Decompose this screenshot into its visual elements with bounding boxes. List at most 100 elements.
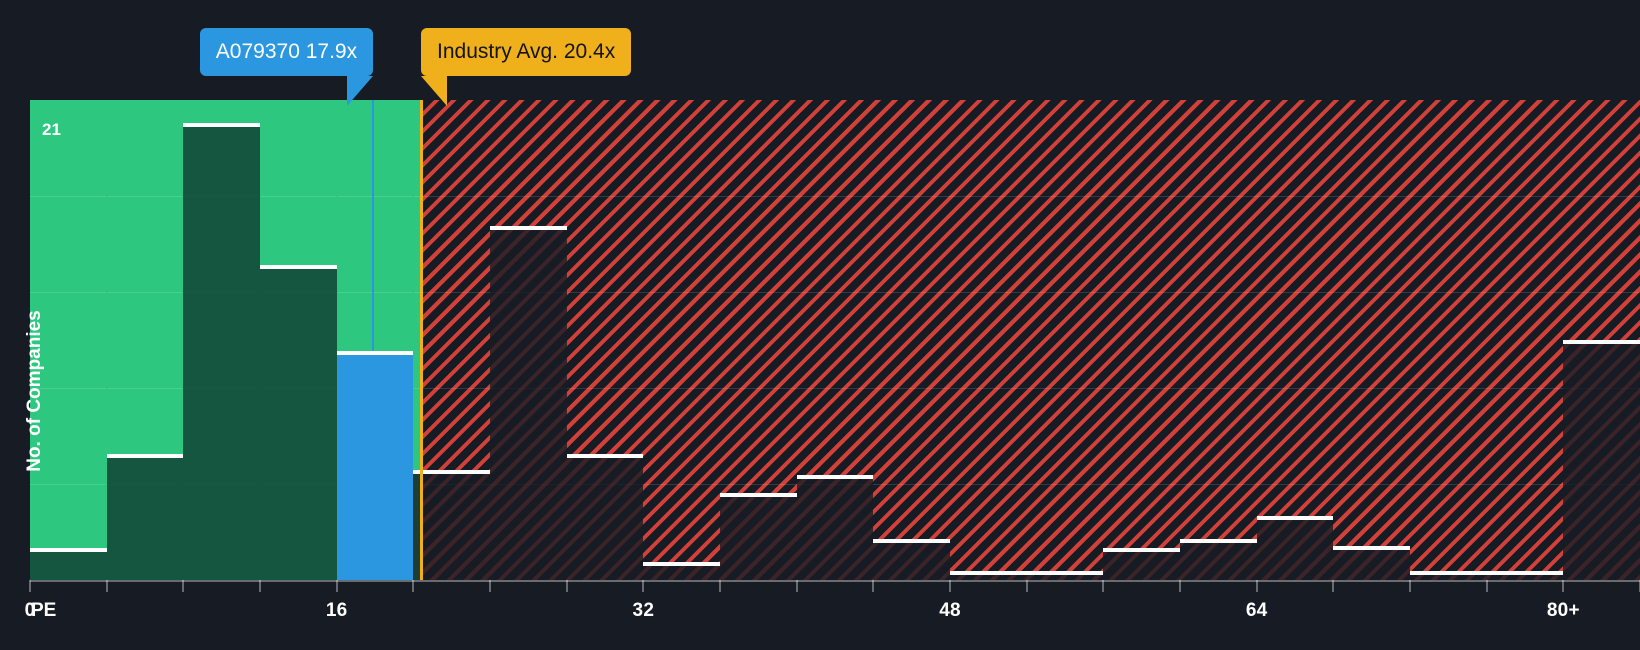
- y-axis-max-label: 21: [42, 120, 61, 139]
- bar-body: [643, 565, 720, 580]
- bar-cap: [1333, 545, 1410, 550]
- bar-body: [1333, 549, 1410, 580]
- bar-cap: [260, 264, 337, 269]
- x-axis-tick: [565, 580, 568, 592]
- histogram-bar[interactable]: [1256, 516, 1334, 580]
- company-marker-line: [372, 100, 375, 580]
- x-axis-tick-label: 0: [24, 600, 36, 621]
- overvalued-zone-hatched: [421, 100, 1640, 580]
- histogram-bar[interactable]: [796, 474, 874, 580]
- x-axis-tick: [335, 580, 338, 592]
- bar-body: [490, 229, 567, 580]
- column-separator: [335, 100, 338, 580]
- industry-callout[interactable]: Industry Avg. 20.4x: [421, 28, 632, 76]
- bar-cap: [720, 493, 797, 498]
- bar-body: [1563, 344, 1640, 580]
- bar-body: [336, 355, 414, 580]
- x-axis-rule: [30, 580, 1640, 582]
- x-axis-tick: [182, 580, 185, 592]
- histogram-bar[interactable]: [260, 264, 337, 580]
- bar-body: [106, 458, 184, 580]
- histogram-bar[interactable]: [1180, 538, 1257, 580]
- bar-cap: [183, 122, 260, 127]
- bar-body: [30, 552, 107, 580]
- histogram-bar[interactable]: [413, 470, 490, 580]
- histogram-bar[interactable]: [720, 493, 797, 580]
- company-callout-label: A079370 17.9x: [215, 40, 358, 63]
- histogram-bar[interactable]: [30, 548, 107, 580]
- bar-body: [950, 574, 1027, 580]
- bar-body: [1180, 542, 1257, 580]
- company-callout[interactable]: A079370 17.9x: [199, 28, 374, 76]
- bar-body: [796, 478, 874, 580]
- histogram-bar[interactable]: [183, 122, 260, 580]
- bar-cap: [873, 538, 950, 543]
- plot-area: [30, 100, 1640, 580]
- bar-body: [183, 126, 260, 580]
- histogram-bar[interactable]: [1486, 570, 1564, 580]
- bar-cap: [106, 454, 184, 459]
- bar-cap: [1026, 570, 1104, 575]
- histogram-bar[interactable]: [873, 538, 950, 580]
- x-axis-tick-label: 48: [939, 600, 961, 621]
- bar-body: [1026, 574, 1104, 580]
- x-axis-tick: [1255, 580, 1258, 592]
- histogram-bar[interactable]: [643, 561, 720, 580]
- histogram-bar[interactable]: [106, 454, 184, 580]
- bar-body: [720, 497, 797, 580]
- x-axis-tick: [1409, 580, 1411, 592]
- bar-body: [1410, 574, 1487, 580]
- histogram-bar[interactable]: [1563, 340, 1640, 580]
- x-axis-tick: [259, 580, 261, 592]
- bar-cap: [1563, 340, 1640, 344]
- bar-cap: [1180, 538, 1257, 543]
- company-callout-tail: [347, 76, 374, 106]
- bar-cap: [1486, 570, 1564, 575]
- histogram-bar[interactable]: [490, 225, 567, 580]
- industry-callout-tail: [421, 76, 447, 106]
- bar-cap: [1256, 516, 1334, 520]
- x-axis-tick: [1102, 580, 1105, 592]
- industry-marker-line: [420, 100, 423, 580]
- x-axis-tick: [872, 580, 875, 592]
- bar-cap: [490, 225, 567, 230]
- histogram-bar[interactable]: [1333, 545, 1410, 580]
- x-axis-tick: [1179, 580, 1181, 592]
- bar-body: [1486, 574, 1564, 580]
- industry-callout-label: Industry Avg. 20.4x: [437, 40, 616, 63]
- bar-cap: [643, 561, 720, 566]
- bar-cap: [566, 454, 644, 459]
- column-separator: [105, 100, 108, 580]
- bar-body: [873, 542, 950, 580]
- x-axis-prefix-label: PE: [31, 600, 57, 621]
- x-axis-tick: [412, 580, 415, 592]
- x-axis-tick: [29, 580, 31, 592]
- x-axis-tick: [105, 580, 108, 592]
- x-axis-tick-label: 16: [325, 600, 348, 621]
- x-axis-tick: [1485, 580, 1488, 592]
- x-axis-tick-label: 64: [1245, 600, 1268, 621]
- bar-cap: [336, 351, 414, 356]
- x-axis-tick: [1332, 580, 1335, 592]
- bar-cap: [950, 570, 1027, 575]
- x-axis-tick-label: 80+: [1546, 600, 1580, 621]
- histogram-bar[interactable]: [1103, 548, 1180, 580]
- x-axis-tick: [1562, 580, 1565, 592]
- histogram-bar[interactable]: [336, 351, 414, 580]
- histogram-bar[interactable]: [566, 454, 644, 580]
- bar-body: [260, 268, 337, 580]
- x-axis-tick: [489, 580, 491, 592]
- x-axis-tick: [719, 580, 721, 592]
- column-separator: [412, 100, 415, 580]
- x-axis: [29, 580, 1640, 594]
- y-axis-title: No. of Companies: [24, 310, 45, 472]
- histogram-bar[interactable]: [950, 570, 1027, 580]
- histogram-bar[interactable]: [1410, 570, 1487, 580]
- bar-cap: [30, 548, 107, 552]
- bar-cap: [1103, 548, 1180, 552]
- bar-body: [566, 458, 644, 580]
- histogram-bar[interactable]: [1026, 570, 1104, 580]
- x-axis-tick: [1025, 580, 1028, 592]
- bar-cap: [1410, 570, 1487, 575]
